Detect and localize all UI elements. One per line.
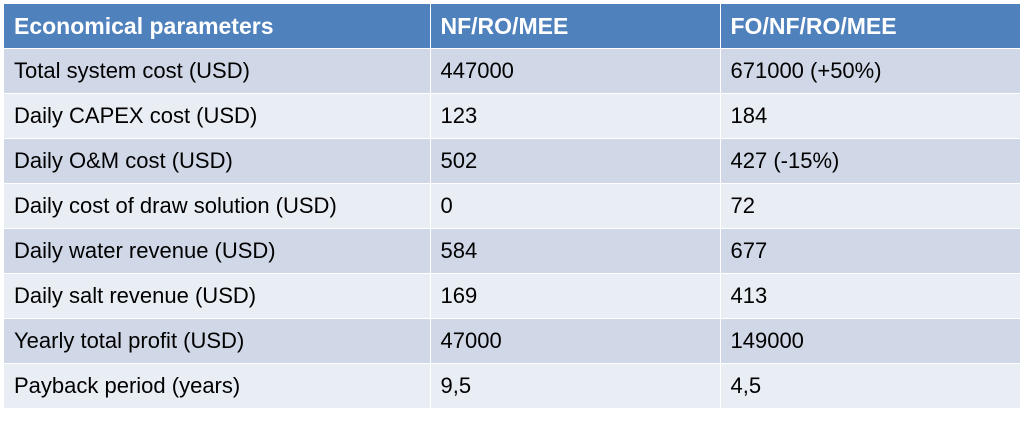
fo-nf-ro-mee-cell: 184	[719, 93, 1020, 139]
table-row: Daily salt revenue (USD) 169 413	[4, 273, 1020, 319]
parameter-cell: Yearly total profit (USD)	[4, 318, 430, 364]
table-header: Economical parameters NF/RO/MEE FO/NF/RO…	[4, 4, 1020, 49]
nf-ro-mee-cell: 9,5	[429, 363, 720, 408]
table-row: Yearly total profit (USD) 47000 149000	[4, 318, 1020, 364]
parameter-cell: Daily water revenue (USD)	[4, 228, 430, 274]
nf-ro-mee-cell: 447000	[429, 48, 720, 94]
nf-ro-mee-cell: 123	[429, 93, 720, 139]
table-row: Total system cost (USD) 447000 671000 (+…	[4, 48, 1020, 94]
fo-nf-ro-mee-cell: 671000 (+50%)	[719, 48, 1020, 94]
header-row: Economical parameters NF/RO/MEE FO/NF/RO…	[4, 4, 1020, 49]
parameter-cell: Daily CAPEX cost (USD)	[4, 93, 430, 139]
table-row: Daily CAPEX cost (USD) 123 184	[4, 93, 1020, 139]
fo-nf-ro-mee-cell: 427 (-15%)	[719, 138, 1020, 184]
fo-nf-ro-mee-cell: 4,5	[719, 363, 1020, 408]
header-fo-nf-ro-mee: FO/NF/RO/MEE	[719, 4, 1020, 49]
nf-ro-mee-cell: 502	[429, 138, 720, 184]
nf-ro-mee-cell: 47000	[429, 318, 720, 364]
parameter-cell: Daily cost of draw solution (USD)	[4, 183, 430, 229]
parameter-cell: Payback period (years)	[4, 363, 430, 408]
economics-table: Economical parameters NF/RO/MEE FO/NF/RO…	[4, 4, 1020, 408]
fo-nf-ro-mee-cell: 677	[719, 228, 1020, 274]
parameter-cell: Daily salt revenue (USD)	[4, 273, 430, 319]
nf-ro-mee-cell: 584	[429, 228, 720, 274]
nf-ro-mee-cell: 169	[429, 273, 720, 319]
table-row: Daily cost of draw solution (USD) 0 72	[4, 183, 1020, 229]
parameter-cell: Daily O&M cost (USD)	[4, 138, 430, 184]
fo-nf-ro-mee-cell: 413	[719, 273, 1020, 319]
fo-nf-ro-mee-cell: 149000	[719, 318, 1020, 364]
table-body: Total system cost (USD) 447000 671000 (+…	[4, 48, 1020, 408]
table-row: Daily O&M cost (USD) 502 427 (-15%)	[4, 138, 1020, 184]
fo-nf-ro-mee-cell: 72	[719, 183, 1020, 229]
header-parameters: Economical parameters	[4, 4, 430, 49]
nf-ro-mee-cell: 0	[429, 183, 720, 229]
header-nf-ro-mee: NF/RO/MEE	[429, 4, 720, 49]
table-row: Payback period (years) 9,5 4,5	[4, 363, 1020, 408]
table-row: Daily water revenue (USD) 584 677	[4, 228, 1020, 274]
parameter-cell: Total system cost (USD)	[4, 48, 430, 94]
